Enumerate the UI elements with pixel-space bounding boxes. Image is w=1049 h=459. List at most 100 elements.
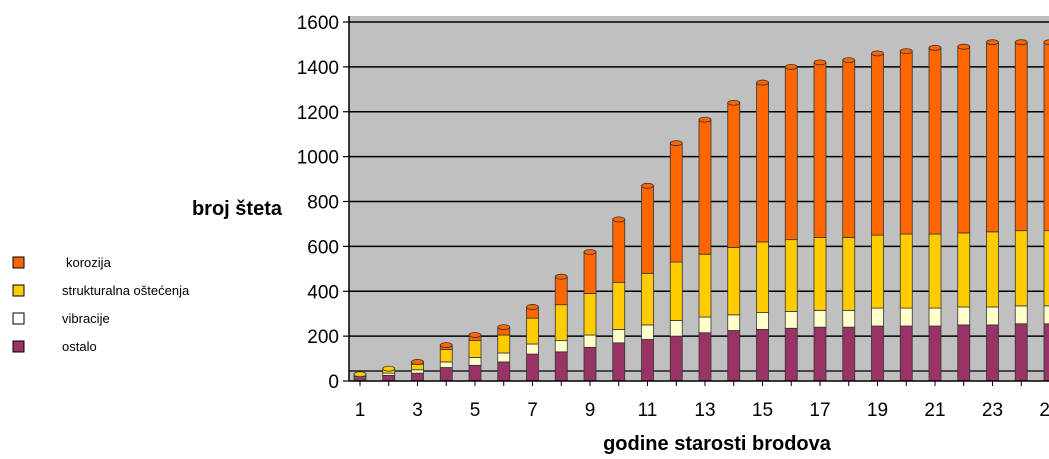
bar-cap <box>641 182 654 189</box>
y-tick-label: 200 <box>307 327 339 348</box>
bar-segment <box>669 261 683 321</box>
bar-cap <box>813 59 827 66</box>
bar-stack <box>756 79 769 382</box>
bar-segment <box>583 293 597 336</box>
bar-cap <box>727 99 741 106</box>
x-tick-label: 25 <box>1039 400 1049 421</box>
bar-segment <box>641 339 654 382</box>
x-axis-title: godine starosti brodova <box>603 433 832 455</box>
y-axis-title: broj šteta <box>192 198 283 220</box>
bar-segment <box>439 361 453 368</box>
bar-stack <box>698 116 712 382</box>
x-tick-label: 13 <box>694 400 715 421</box>
bar-stack <box>842 57 856 382</box>
bar-cap <box>957 43 971 50</box>
bar-segment <box>1043 323 1049 382</box>
legend-swatch <box>12 284 25 297</box>
bar-cap <box>612 216 626 223</box>
bar-cap <box>468 332 482 338</box>
bar-segment <box>813 61 827 238</box>
bar-segment <box>554 351 568 382</box>
bar-segment <box>1014 305 1028 325</box>
bar-segment <box>928 307 942 327</box>
bar-stack <box>986 39 999 382</box>
y-tick-labels: 0 200 400 600 800 1000 1200 1400 1600 <box>297 13 339 393</box>
x-tick-label: 21 <box>924 400 945 421</box>
bar-stack <box>727 99 741 382</box>
bar-cap <box>526 304 539 310</box>
x-tick-label: 19 <box>867 400 888 421</box>
bar-segment <box>612 219 626 283</box>
bar-segment <box>784 327 798 382</box>
bar-cap <box>899 48 913 55</box>
y-tick-label: 1200 <box>297 103 339 124</box>
bar-segment <box>986 41 999 233</box>
legend-label: korozija <box>66 255 112 270</box>
x-tick-label: 7 <box>527 400 538 421</box>
legend: korozija strukturalna oštećenja vibracije o… <box>12 255 190 354</box>
bar-segment <box>641 272 654 326</box>
bar-segment <box>813 309 827 328</box>
bar-cap <box>1043 39 1049 46</box>
bar-cap <box>986 39 999 46</box>
bar-stack <box>382 365 396 382</box>
bar-segment <box>698 332 712 382</box>
y-tick-label: 600 <box>307 237 339 258</box>
bar-cap <box>382 365 396 372</box>
bar-segment <box>411 363 424 371</box>
bar-cap <box>669 140 683 147</box>
bar-cap <box>842 57 856 64</box>
bar-cap <box>583 249 597 255</box>
bar-segment <box>842 59 856 238</box>
bar-stack <box>353 371 367 382</box>
x-tick-label: 15 <box>752 400 773 421</box>
bar-segment <box>928 233 942 309</box>
bar-cap <box>784 63 798 70</box>
bar-segment <box>439 349 453 363</box>
bar-stack <box>928 44 942 382</box>
x-tick-label: 3 <box>412 400 423 421</box>
bar-stack <box>439 342 453 382</box>
bar-stack <box>497 324 511 382</box>
bar-segment <box>554 304 568 342</box>
bar-segment <box>698 253 712 318</box>
bar-segment <box>698 119 712 255</box>
bar-segment <box>526 343 539 355</box>
bar-segment <box>727 102 741 248</box>
bar-segment <box>957 306 971 326</box>
bar-segment <box>497 334 511 354</box>
bar-segment <box>1014 41 1028 232</box>
bar-segment <box>583 334 597 348</box>
bar-stack <box>899 48 913 382</box>
bar-cap <box>756 79 769 86</box>
bar-segment <box>1014 323 1028 382</box>
bar-cap <box>1014 39 1028 46</box>
bar-segment <box>813 326 827 382</box>
bar-stack <box>1014 39 1028 382</box>
bar-segment <box>871 307 884 327</box>
bar-segment <box>842 309 856 328</box>
bar-cap <box>698 116 712 123</box>
bar-segment <box>526 353 539 382</box>
x-tick-label: 17 <box>809 400 830 421</box>
bar-segment <box>554 276 568 306</box>
bar-stack <box>669 140 683 382</box>
bar-stack <box>1043 39 1049 382</box>
bar-segment <box>871 325 884 382</box>
bar-segment <box>411 369 424 374</box>
bar-stack <box>871 50 884 382</box>
axes <box>343 16 1049 386</box>
x-tick-label: 5 <box>470 400 481 421</box>
bar-cap <box>353 371 367 378</box>
bar-segment <box>957 324 971 382</box>
x-tick-label: 11 <box>638 400 658 421</box>
y-tick-label: 0 <box>328 372 339 393</box>
x-tick-labels: 135791113151719212325 <box>355 400 1049 421</box>
bar-segment <box>727 330 741 382</box>
bar-segment <box>784 311 798 329</box>
bar-segment <box>957 232 971 308</box>
bar-segment <box>612 342 626 382</box>
bar-cap <box>497 324 511 331</box>
legend-swatch <box>12 312 25 325</box>
bar-segment <box>871 234 884 309</box>
